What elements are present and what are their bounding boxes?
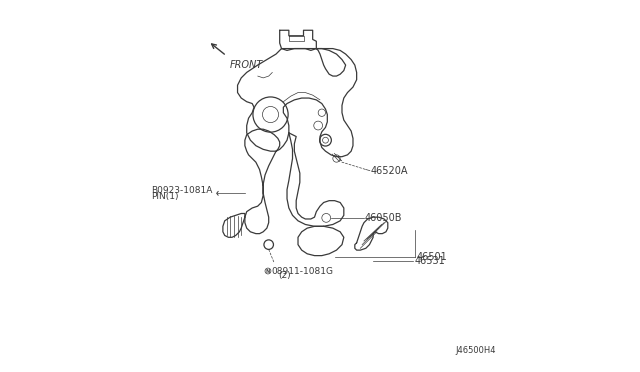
- Text: N: N: [266, 269, 270, 273]
- Text: J46500H4: J46500H4: [456, 346, 496, 355]
- Text: (2): (2): [278, 271, 291, 280]
- Text: 46501: 46501: [417, 253, 447, 263]
- Text: B0923-1081A: B0923-1081A: [152, 186, 213, 195]
- Text: FRONT: FRONT: [230, 60, 264, 70]
- Text: 46531: 46531: [415, 256, 445, 266]
- Text: 08911-1081G: 08911-1081G: [271, 266, 333, 276]
- Text: 46050B: 46050B: [365, 213, 402, 223]
- Text: PIN(1): PIN(1): [152, 192, 179, 201]
- Text: 46520A: 46520A: [371, 166, 408, 176]
